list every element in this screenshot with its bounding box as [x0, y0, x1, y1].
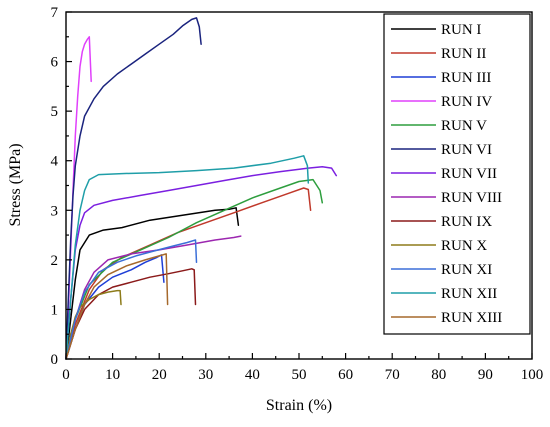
legend-label-run-viii: RUN VIII [441, 190, 502, 206]
y-axis-title: Stress (MPa) [7, 143, 24, 226]
legend: RUN I RUN II RUN III RUN IV RUN V RUN VI RUN V… [383, 13, 531, 335]
y-tick-label: 4 [51, 154, 59, 170]
x-tick-label: 30 [198, 367, 213, 383]
series-line-run-xiii [65, 253, 169, 360]
series-line-run-i [65, 207, 240, 360]
legend-label-run-xi: RUN XI [441, 262, 492, 278]
series-line-run-xii [65, 155, 310, 360]
series-line-run-ii [65, 187, 312, 360]
x-tick-label: 20 [152, 367, 167, 383]
legend-label-run-x: RUN X [441, 238, 487, 254]
legend-label-run-vii: RUN VII [441, 166, 497, 182]
x-tick-label: 80 [431, 367, 446, 383]
legend-box [383, 13, 531, 335]
legend-label-run-i: RUN I [441, 22, 481, 38]
x-tick-label: 60 [338, 367, 353, 383]
y-axis-ticks: 0 1 2 3 4 5 6 7 [51, 5, 72, 368]
legend-label-run-iv: RUN IV [441, 94, 492, 110]
legend-label-run-ix: RUN IX [441, 214, 492, 230]
legend-label-run-xii: RUN XII [441, 286, 497, 302]
series-line-run-ix [65, 268, 197, 360]
x-axis-ticks: 0 10 20 30 40 50 60 70 80 90 100 [62, 353, 543, 383]
series-line-run-vii [65, 165, 338, 360]
legend-label-run-xiii: RUN XIII [441, 310, 502, 326]
series-line-run-vi [65, 17, 202, 360]
x-tick-label: 70 [385, 367, 400, 383]
y-tick-label: 0 [51, 352, 59, 368]
y-tick-label: 7 [51, 5, 59, 21]
x-tick-label: 50 [292, 367, 307, 383]
series-line-run-x [65, 289, 122, 360]
y-tick-label: 3 [51, 203, 59, 219]
x-tick-label: 40 [245, 367, 260, 383]
legend-label-run-v: RUN V [441, 118, 487, 134]
x-tick-label: 90 [478, 367, 493, 383]
x-tick-label: 10 [105, 367, 120, 383]
x-axis-title: Strain (%) [266, 397, 332, 414]
y-tick-label: 1 [51, 302, 59, 318]
y-tick-label: 5 [51, 104, 59, 120]
plot-series-group [65, 17, 338, 360]
y-tick-label: 2 [51, 253, 59, 269]
series-line-run-xi [65, 239, 198, 360]
x-tick-label: 0 [62, 367, 70, 383]
legend-label-run-iii: RUN III [441, 70, 491, 86]
legend-label-run-ii: RUN II [441, 46, 486, 62]
y-tick-label: 6 [51, 55, 59, 71]
x-tick-label: 100 [521, 367, 544, 383]
legend-label-run-vi: RUN VI [441, 142, 492, 158]
